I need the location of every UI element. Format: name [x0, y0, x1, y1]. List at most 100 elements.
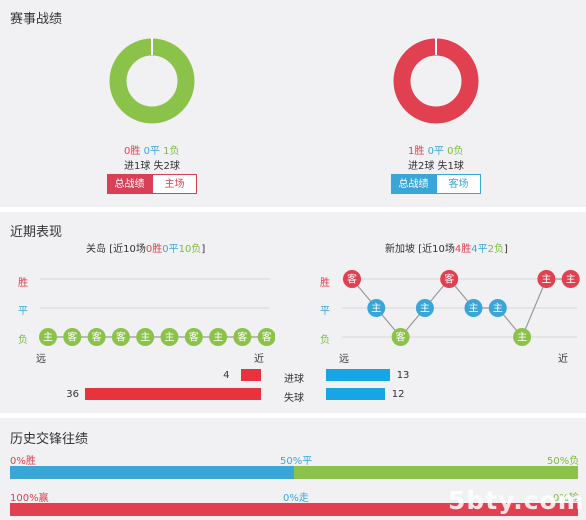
away-match-marker[interactable]: 主	[537, 270, 556, 288]
recent-panel	[0, 212, 586, 413]
away-match-dot	[561, 270, 580, 288]
home-match-venue: 客	[262, 331, 272, 344]
h2h-loss-pct: 50%负	[547, 456, 580, 467]
home-match-marker[interactable]: 主	[39, 328, 57, 346]
home-recent-header: 关岛 [近10场0胜0平10负]	[86, 244, 206, 255]
away-match-venue: 主	[517, 332, 527, 344]
home-match-dot	[160, 328, 179, 346]
home-match-venue: 客	[116, 331, 126, 344]
home-match-venue: 客	[67, 331, 77, 344]
record-panel	[0, 0, 586, 207]
h2h-section-title: 历史交锋往绩	[10, 432, 89, 447]
scored-label: 进球	[284, 374, 304, 385]
h2h-cover-win-bar	[10, 503, 578, 516]
away-tab-total[interactable]: 总战绩	[391, 174, 436, 194]
away-match-venue: 主	[493, 303, 503, 315]
home-match-marker[interactable]: 主	[136, 328, 155, 346]
away-match-venue: 客	[444, 273, 454, 286]
home-match-marker[interactable]: 客	[233, 328, 252, 346]
home-match-venue: 主	[213, 332, 223, 344]
home-axis-win: 胜	[18, 278, 28, 289]
home-draw-count: 0平	[143, 146, 160, 157]
h2h-win-pct: 0%胜	[10, 456, 36, 467]
home-match-marker[interactable]: 客	[257, 328, 275, 346]
away-tab-away[interactable]: 客场	[436, 174, 481, 194]
away-match-dot	[440, 270, 459, 288]
away-match-marker[interactable]: 客	[440, 270, 459, 288]
away-loss-count: 0负	[447, 146, 464, 157]
away-recent-header: 新加坡 [近10场4胜4平2负]	[385, 244, 508, 255]
home-goals-for-value: 4	[223, 370, 230, 381]
away-match-marker[interactable]: 主	[464, 299, 483, 317]
home-match-venue: 客	[92, 331, 102, 344]
away-goals-for-bar	[326, 369, 390, 381]
home-match-dot	[87, 328, 106, 346]
home-axis-far: 远	[36, 354, 46, 365]
home-loss-count: 1负	[163, 146, 180, 157]
home-match-dot	[136, 328, 155, 346]
away-match-dot	[391, 328, 410, 346]
home-match-venue: 主	[165, 332, 175, 344]
home-match-marker[interactable]: 客	[184, 328, 203, 346]
away-axis-near: 近	[558, 354, 568, 365]
away-match-venue: 主	[566, 274, 576, 286]
away-match-marker[interactable]: 客	[391, 328, 410, 346]
h2h-draw-bar	[10, 466, 294, 479]
home-tab-home[interactable]: 主场	[152, 174, 197, 194]
away-match-venue: 客	[396, 331, 406, 344]
away-match-venue: 主	[541, 274, 551, 286]
home-tab-total[interactable]: 总战绩	[107, 174, 152, 194]
away-match-marker[interactable]: 主	[415, 299, 434, 317]
away-match-dot	[367, 299, 386, 317]
away-match-venue: 主	[469, 303, 479, 315]
away-match-dot	[488, 299, 507, 317]
away-match-dot	[464, 299, 483, 317]
home-match-dot	[233, 328, 252, 346]
recent-section-title: 近期表现	[10, 225, 63, 240]
away-goals-against-value: 12	[391, 389, 405, 400]
away-axis-loss: 负	[320, 335, 330, 346]
home-record-counts: 0胜 0平 1负	[124, 142, 180, 157]
away-match-venue: 主	[371, 303, 381, 315]
home-axis-near: 近	[254, 354, 264, 365]
home-win-count: 0胜	[124, 146, 141, 157]
away-match-dot	[343, 270, 361, 288]
conceded-label: 失球	[284, 393, 304, 404]
away-goals-summary: 进2球 失1球	[408, 161, 464, 172]
home-match-dot	[63, 328, 82, 346]
home-match-marker[interactable]: 客	[63, 328, 82, 346]
home-match-marker[interactable]: 客	[87, 328, 106, 346]
away-match-marker[interactable]: 主	[488, 299, 507, 317]
home-match-marker[interactable]: 主	[160, 328, 179, 346]
away-axis-draw: 平	[320, 306, 330, 317]
home-goals-for-bar	[241, 369, 261, 381]
home-goals-against-bar	[85, 388, 261, 400]
h2h-draw-pct: 50%平	[280, 456, 313, 467]
home-match-venue: 客	[237, 331, 247, 344]
away-match-venue: 客	[347, 273, 357, 286]
home-trend-chart: 主客客客主主客主客客	[39, 278, 275, 346]
watermark: 5bty.com	[448, 486, 585, 515]
home-match-venue: 客	[189, 331, 199, 344]
home-match-dot	[209, 328, 228, 346]
away-match-dot	[513, 328, 532, 346]
home-match-dot	[39, 328, 57, 346]
away-match-marker[interactable]: 主	[367, 299, 386, 317]
home-match-dot	[257, 328, 275, 346]
home-axis-loss: 负	[18, 335, 28, 346]
h2h-push-pct: 0%走	[283, 493, 309, 504]
home-match-marker[interactable]: 主	[209, 328, 228, 346]
away-win-count: 1胜	[408, 146, 425, 157]
away-match-marker[interactable]: 主	[513, 328, 532, 346]
away-draw-count: 0平	[427, 146, 444, 157]
home-match-marker[interactable]: 客	[111, 328, 130, 346]
away-axis-far: 远	[339, 354, 349, 365]
h2h-cover-win-pct: 100%赢	[10, 493, 49, 504]
section-divider	[0, 207, 586, 212]
home-goals-summary: 进1球 失2球	[124, 161, 180, 172]
home-team-name: 关岛	[86, 244, 106, 255]
away-match-dot	[537, 270, 556, 288]
away-match-marker[interactable]: 主	[561, 270, 580, 288]
home-goals-against-value: 36	[66, 389, 79, 400]
away-match-marker[interactable]: 客	[343, 270, 361, 288]
